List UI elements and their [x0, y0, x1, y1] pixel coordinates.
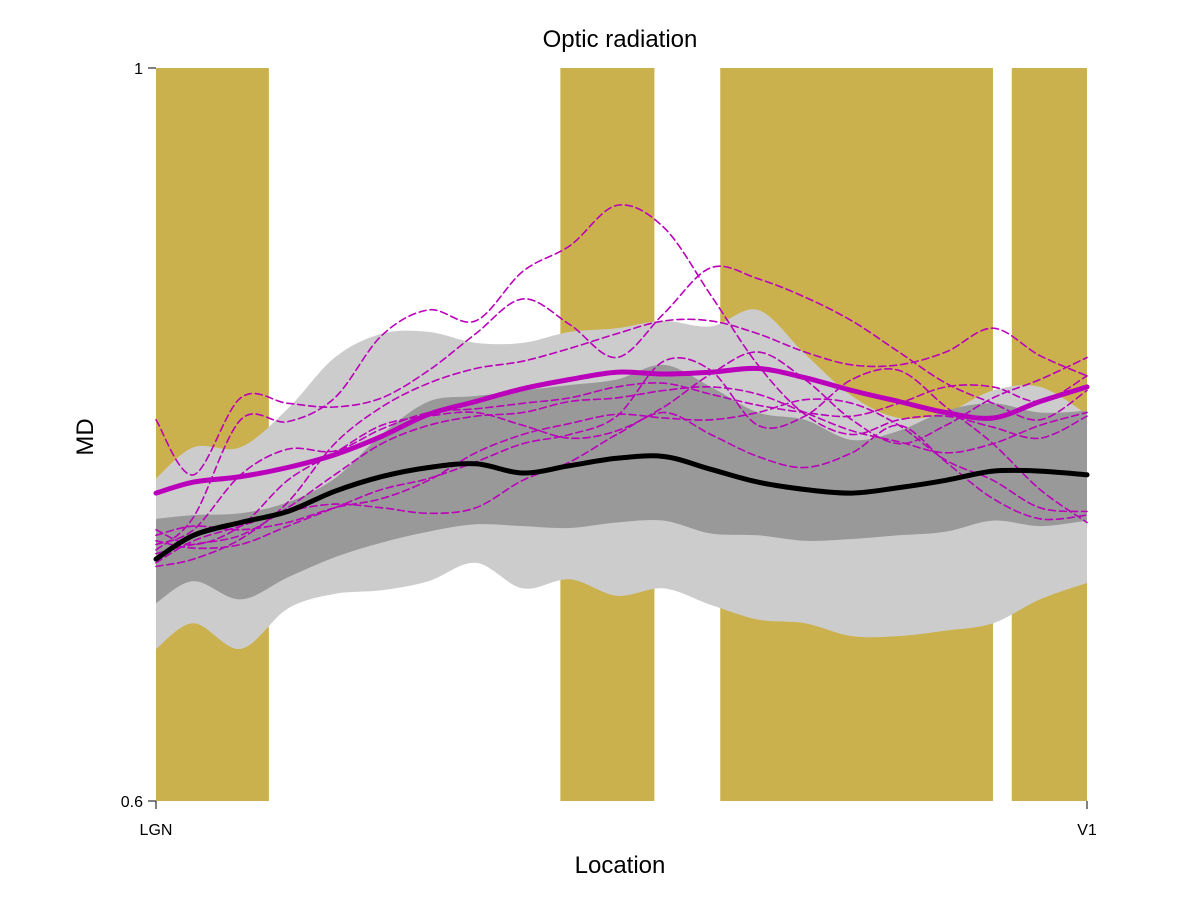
inner-confidence-band [156, 364, 1087, 604]
chart-title: Optic radiation [543, 26, 698, 53]
patient-line [155, 398, 1088, 537]
patient-line [155, 265, 1088, 476]
patient-line [155, 351, 1088, 546]
series-lines [153, 204, 1090, 568]
x-axis-label: Location [575, 852, 666, 879]
axes: 0.6 1 LGN V1 [121, 61, 1097, 839]
group-mean-line [153, 453, 1090, 562]
y-axis-label: MD [72, 418, 99, 455]
y-tick-label: 1 [134, 61, 143, 78]
significant-region [156, 68, 269, 801]
y-tick-label: 0.6 [121, 794, 143, 811]
x-tick-label: V1 [1077, 822, 1097, 839]
patient-line [155, 385, 1088, 555]
patient-mean-line [153, 365, 1090, 496]
patient-line [155, 318, 1088, 568]
patient-line [155, 204, 1088, 551]
x-tick-label: LGN [140, 822, 173, 839]
patient-line [155, 375, 1088, 546]
